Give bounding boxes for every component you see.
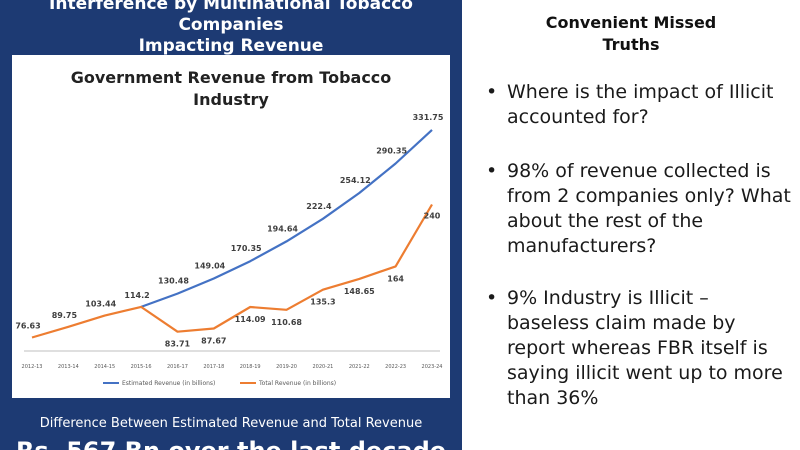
- total-revenue-line: [31, 203, 433, 339]
- bullet-item: 98% of revenue collected is from 2 compa…: [482, 159, 794, 259]
- data-label-estimated: 331.75: [413, 113, 444, 122]
- left-panel: Interference by Multinational Tobacco Co…: [0, 0, 462, 450]
- x-tick-label: 2016-17: [167, 364, 188, 370]
- data-label-total: 83.71: [165, 340, 191, 349]
- data-label-estimated: 290.35: [376, 147, 407, 156]
- data-label-total: 114.09: [235, 315, 266, 324]
- x-tick-label: 2013-14: [58, 364, 79, 370]
- revenue-line-chart: 2012-13 2013-14 2014-15 2015-16 2016-17 2017-…: [15, 113, 444, 387]
- data-label-estimated: 222.4: [306, 202, 332, 211]
- x-tick-label: 2019-20: [276, 364, 297, 370]
- x-tick-label: 2015-16: [131, 364, 152, 370]
- data-label-total: 103.44: [85, 300, 116, 309]
- data-label-estimated: 149.04: [194, 262, 225, 271]
- data-label-total: 135.3: [310, 298, 335, 307]
- chart-title-line-2: Industry: [193, 90, 269, 109]
- panel-title-line-2: Impacting Revenue: [138, 36, 324, 56]
- missed-truths-title-line-2: Truths: [602, 35, 660, 54]
- x-tick-label: 2021-22: [349, 364, 370, 370]
- bullet-item: 9% Industry is Illicit – baseless claim …: [482, 286, 794, 411]
- x-tick-label: 2022-23: [385, 364, 406, 370]
- panel-title: Interference by Multinational Tobacco Co…: [0, 0, 462, 57]
- bullet-item: Where is the impact of Illicit accounted…: [482, 80, 794, 130]
- chart-card: Government Revenue from Tobacco Industry…: [12, 55, 450, 398]
- x-tick-label: 2023-24: [422, 364, 443, 370]
- data-label-estimated: 170.35: [231, 244, 262, 253]
- data-label-total: 240: [424, 212, 441, 221]
- chart-title-line-1: Government Revenue from Tobacco: [70, 68, 392, 87]
- legend-label-estimated: Estimated Revenue (in billions): [122, 380, 215, 387]
- x-tick-label: 2017-18: [203, 364, 224, 370]
- estimated-revenue-line: [140, 129, 433, 308]
- right-panel: Convenient Missed Truths Where is the im…: [462, 0, 800, 450]
- data-label-estimated: 194.64: [267, 224, 298, 233]
- data-label-total: 89.75: [52, 311, 78, 320]
- x-tick-label: 2020-21: [312, 364, 333, 370]
- difference-amount: Rs. 567 Bn over the last decade: [0, 436, 462, 450]
- data-label-total: 87.67: [201, 336, 226, 345]
- data-label-total: 110.68: [271, 318, 302, 327]
- x-tick-label: 2014-15: [94, 364, 115, 370]
- data-label-total: 148.65: [344, 287, 375, 296]
- data-label-estimated: 254.12: [340, 176, 371, 185]
- chart-title: Government Revenue from Tobacco Industry: [12, 67, 450, 111]
- data-label-estimated: 130.48: [158, 277, 189, 286]
- missed-truths-title-line-1: Convenient Missed: [545, 13, 717, 32]
- missed-truths-title: Convenient Missed Truths: [462, 12, 800, 56]
- data-label-total: 76.63: [15, 321, 40, 330]
- panel-title-line-1: Interference by Multinational Tobacco Co…: [49, 0, 413, 35]
- missed-truths-list: Where is the impact of Illicit accounted…: [482, 80, 794, 411]
- data-label-total: 164: [387, 274, 404, 283]
- x-tick-label: 2018-19: [240, 364, 261, 370]
- x-tick-label: 2012-13: [22, 364, 43, 370]
- difference-caption: Difference Between Estimated Revenue and…: [39, 416, 423, 431]
- data-label-total: 114.2: [124, 291, 149, 300]
- legend-label-total: Total Revenue (in billions): [258, 380, 336, 387]
